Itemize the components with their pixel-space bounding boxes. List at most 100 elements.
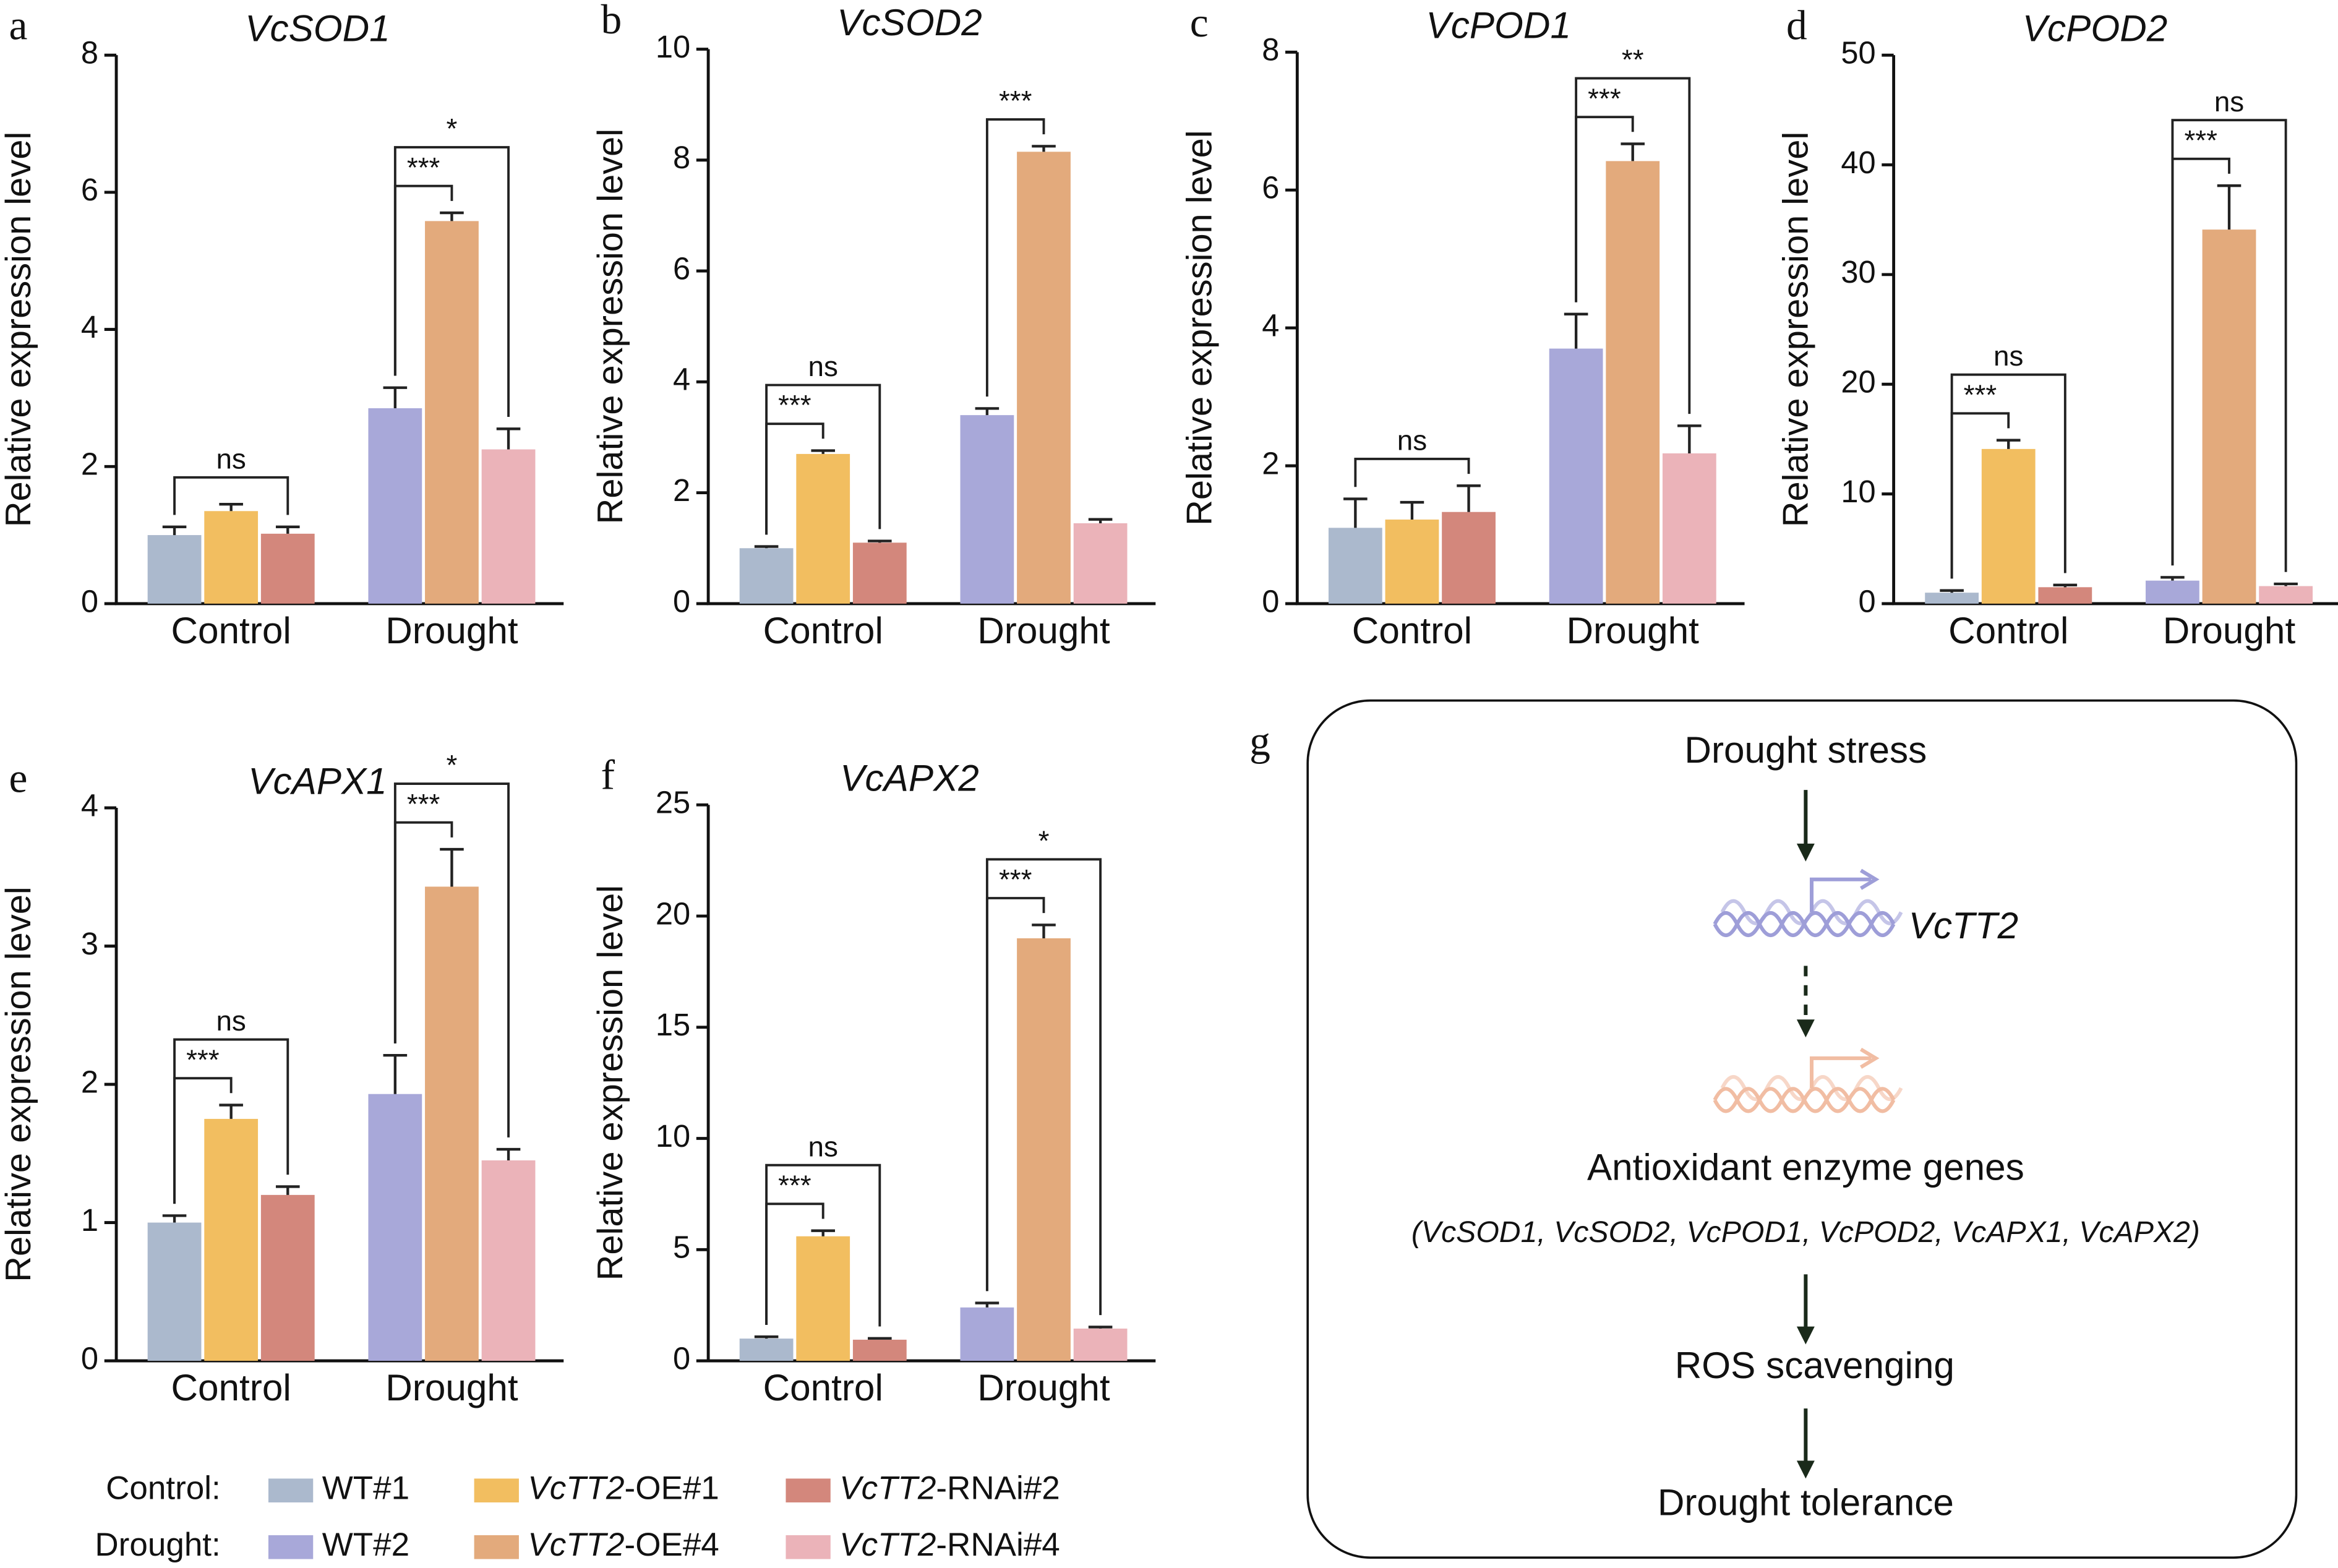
axis [706,805,1156,1363]
legend-swatch [268,1535,314,1559]
error-bar [440,211,464,221]
y-tick-label: 40 [1841,145,1875,180]
y-tick-label: 10 [656,1118,690,1154]
error-bar [2274,582,2298,586]
y-tick-label: 0 [673,583,690,619]
significance-bracket [765,383,881,535]
error-bar [868,1337,892,1340]
error-bar [1088,1326,1113,1329]
arrow-head [1796,1460,1815,1479]
significance-bracket [1354,458,1470,487]
error-bar [1400,500,1424,520]
error-bar [975,407,1000,416]
bar [204,1118,259,1361]
y-tick-label: 20 [656,896,690,931]
bar [852,1339,907,1361]
bar [739,548,794,604]
error-bar [1032,923,1056,938]
legend-row-label: Control: [106,1470,221,1507]
axis [1892,55,2338,606]
bar [481,1160,536,1361]
bar [260,533,315,604]
y-tick-label: 4 [1262,308,1279,343]
error-bar [496,1147,521,1160]
y-tick-label: 0 [1262,583,1279,619]
y-tick-label: 10 [1841,474,1875,509]
diagram: g Drought stress VcTT2 Antioxidant enzym… [1249,699,2298,1559]
y-tick-label: 6 [1262,170,1279,205]
y-tick-label: 8 [81,35,98,71]
y-tick-label: 6 [81,172,98,207]
legend-entry: VcTT2-RNAi#2 [839,1470,1060,1507]
significance-label: * [447,750,458,781]
bar [425,221,479,604]
bar [1662,453,1716,604]
bar [1017,152,1071,604]
significance-label: *** [186,1044,220,1076]
chart-title: VcSOD2 [837,1,982,43]
bar [204,511,259,604]
panel-letter: f [601,752,615,799]
diagram-step: ROS scavenging [1675,1344,1955,1386]
y-tick-label: 2 [1262,445,1279,481]
chart-panel: d VcPOD2 Relative expression level 0 10 20 30 4… [1776,2,2338,651]
x-tick-label: Control [763,609,883,651]
arrow-head [1796,1019,1815,1038]
error-bar [1940,589,1964,593]
bar [739,1339,794,1361]
error-bar [1457,484,1481,512]
bar [796,453,850,604]
y-axis-label: Relative expression level [1776,132,1816,528]
y-tick-label: 8 [1262,32,1279,67]
x-tick-label: Drought [977,609,1110,651]
error-bar [975,1301,1000,1308]
bar [368,408,422,604]
significance-label: *** [1588,83,1621,114]
bar [852,542,907,604]
error-bar [219,1103,243,1119]
significance-label: *** [999,85,1032,117]
panel-letter: g [1249,718,1270,764]
y-tick-label: 25 [656,785,690,820]
legend-entry: WT#2 [322,1527,409,1563]
y-tick-label: 2 [81,1064,98,1099]
error-bar [1088,518,1113,523]
diagram-step: Drought stress [1684,729,1927,771]
legend-entry: VcTT2-OE#1 [528,1470,719,1507]
error-bar [1996,439,2021,449]
arrow-head [1796,843,1815,862]
error-bar [1677,424,1702,453]
bar [2202,229,2256,604]
legend-swatch [268,1478,314,1502]
significance-bracket [985,858,1102,1316]
legend-entry-name: WT#2 [322,1527,409,1563]
y-axis-label: Relative expression level [0,132,38,528]
bar [2038,587,2092,604]
legend-entry: WT#1 [322,1470,409,1507]
chart-panel: f VcAPX2 Relative expression level 0 5 10 15 20… [591,752,1156,1408]
significance-bracket [1950,373,2066,579]
error-bar [2217,184,2242,230]
y-tick-label: 0 [1859,583,1876,619]
error-bar [811,449,835,454]
chart-panel: a VcSOD1 Relative expression level 0 2 4 6 8 Con… [0,2,564,651]
legend-swatch [474,1535,519,1559]
bar [2146,580,2199,604]
bar [1385,519,1439,604]
error-bar [383,1053,408,1094]
x-tick-label: Drought [385,1366,518,1408]
x-tick-label: Control [171,1366,291,1408]
error-bar [275,1185,300,1195]
bar [260,1194,315,1361]
panel-letter: d [1786,2,1807,49]
bar [960,415,1014,604]
x-tick-label: Drought [2163,609,2296,651]
significance-label: ns [2214,86,2244,118]
bar [368,1094,422,1361]
chart-title: VcPOD2 [2023,7,2167,49]
x-tick-label: Drought [1567,609,1700,651]
target-helix [1713,1047,1903,1113]
y-tick-label: 15 [656,1007,690,1042]
